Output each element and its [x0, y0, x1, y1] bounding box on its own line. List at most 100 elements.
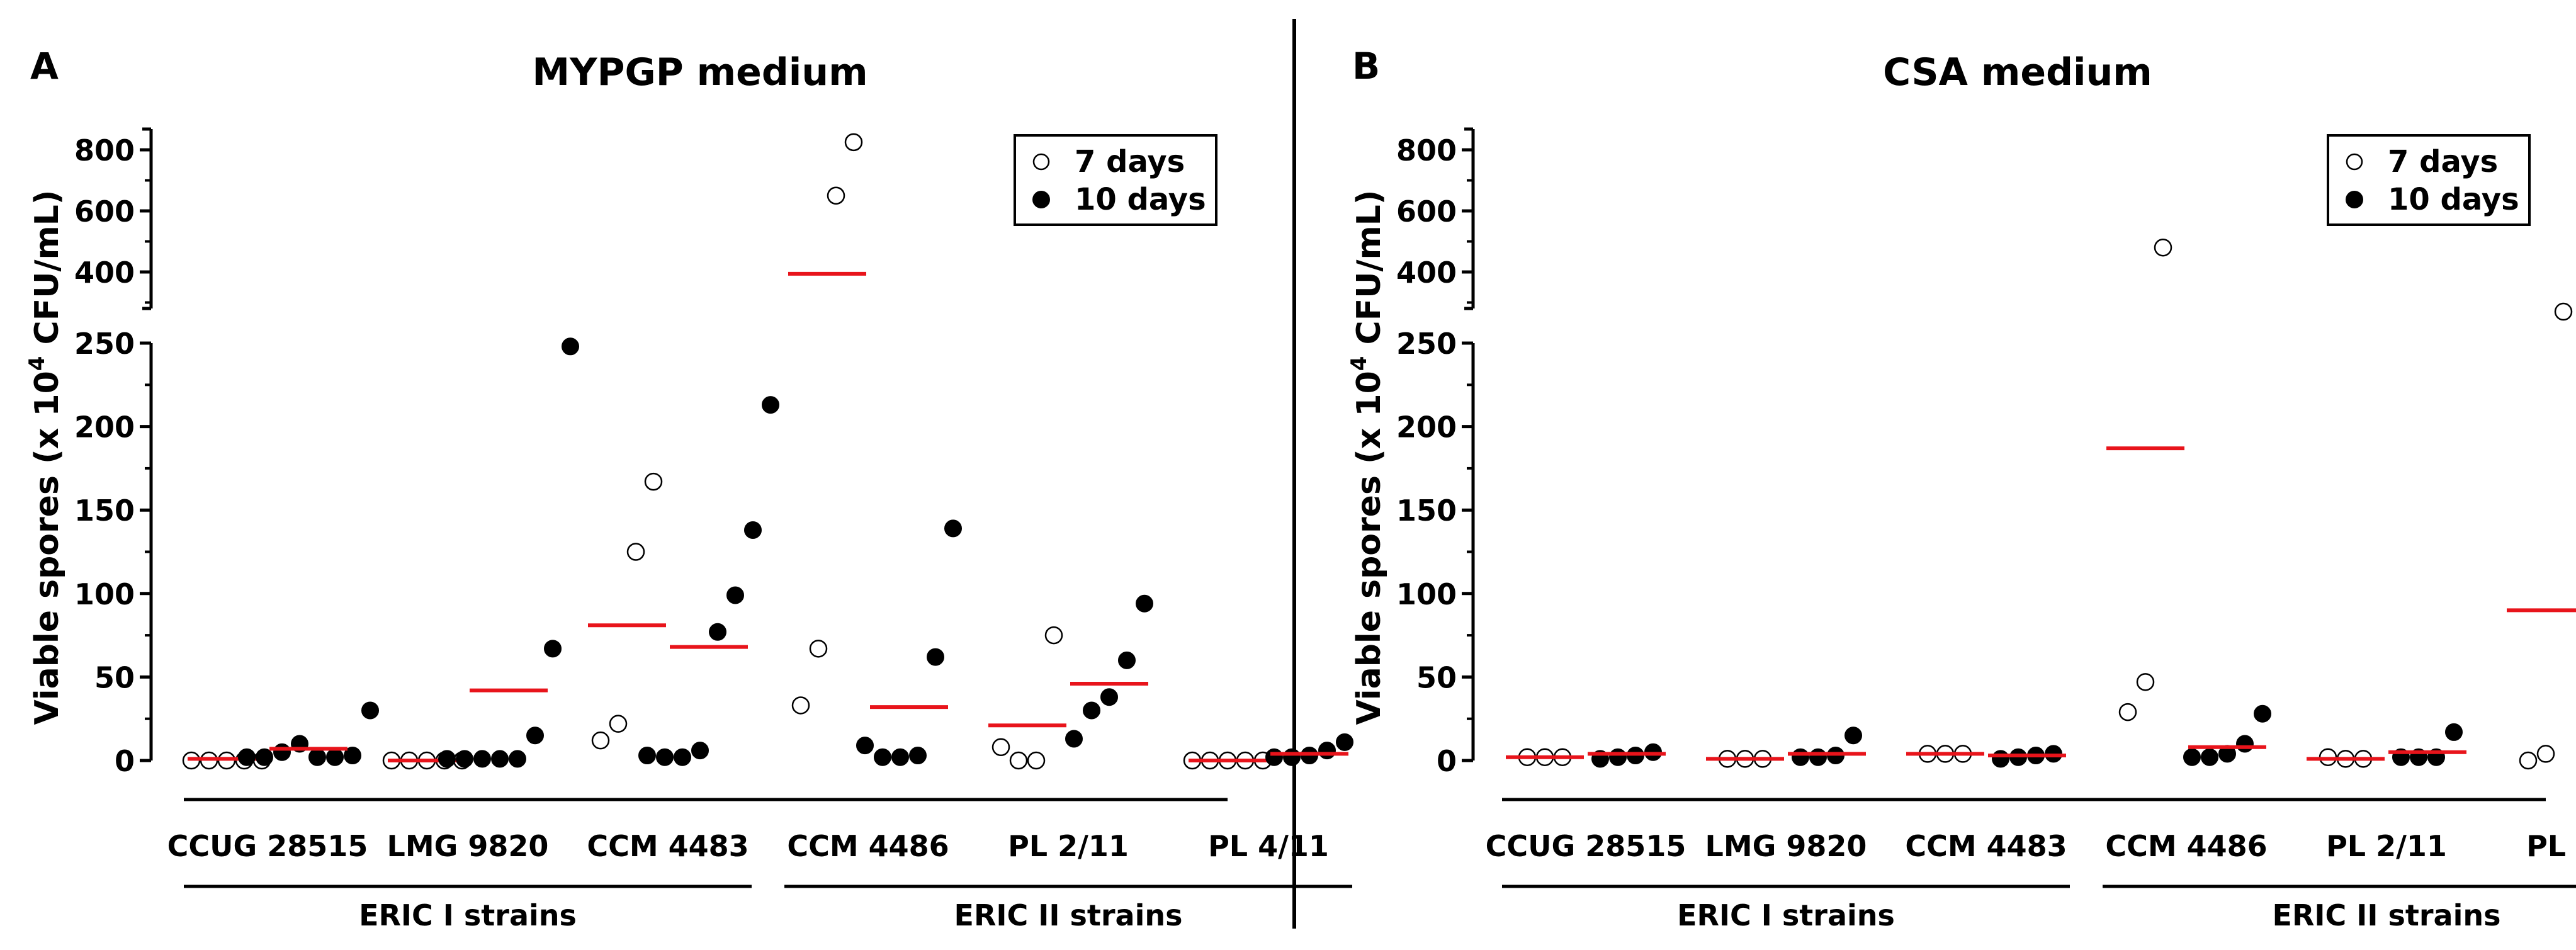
data-point-10-days	[1265, 748, 1283, 766]
data-point-10-days	[674, 748, 691, 766]
y-tick-label: 600	[74, 195, 135, 229]
data-point-7-days	[827, 186, 845, 205]
y-tick-label: 150	[74, 494, 135, 528]
legend-label-10-days: 10 days	[2388, 182, 2519, 217]
y-tick-label: 400	[1396, 256, 1457, 290]
data-point-10-days	[1609, 748, 1627, 766]
data-point-10-days	[856, 737, 874, 755]
data-point-7-days	[1027, 751, 1046, 770]
x-tick-label: PL 4/11	[2526, 829, 2576, 863]
legend-label-10-days: 10 days	[1075, 182, 1206, 217]
data-point-10-days	[638, 747, 656, 765]
data-point-10-days	[526, 727, 544, 745]
panel-letter: B	[1352, 45, 1380, 88]
data-point-10-days	[874, 748, 891, 766]
y-tick-label: 250	[1396, 327, 1457, 361]
data-point-10-days	[927, 648, 944, 666]
legend-box	[1014, 134, 1217, 226]
x-tick-label: CCM 4486	[787, 829, 949, 863]
data-point-10-days	[308, 748, 326, 766]
data-point-10-days	[1844, 727, 1862, 745]
y-tick-label: 800	[74, 133, 135, 167]
data-point-7-days	[991, 738, 1010, 757]
data-point-10-days	[2445, 723, 2463, 741]
data-point-10-days	[1100, 688, 1118, 706]
data-point-10-days	[238, 748, 256, 766]
data-point-10-days	[2201, 748, 2218, 766]
data-point-10-days	[1283, 748, 1301, 766]
data-point-10-days	[1318, 742, 1336, 760]
data-point-10-days	[691, 742, 709, 760]
data-point-10-days	[273, 743, 291, 761]
data-point-10-days	[726, 586, 744, 604]
data-point-10-days	[744, 521, 762, 540]
data-point-10-days	[909, 747, 927, 765]
data-point-10-days	[944, 519, 962, 538]
data-point-7-days	[2554, 302, 2573, 321]
data-point-10-days	[2236, 735, 2254, 753]
x-tick-label: PL 4/11	[1208, 829, 1329, 863]
x-tick-label: CCUG 28515	[1486, 829, 1686, 863]
data-point-10-days	[1992, 750, 2009, 768]
panel-a: A MYPGP medium Viable spores (x 104 CFU/mL…	[25, 45, 1353, 932]
y-tick-label: 100	[74, 577, 135, 611]
group-label: ERIC II strains	[2273, 898, 2501, 932]
data-point-7-days	[2536, 745, 2555, 763]
chart-title: CSA medium	[1883, 50, 2152, 94]
data-point-10-days	[456, 750, 473, 768]
legend-box	[2327, 134, 2531, 226]
data-point-7-days	[2154, 238, 2172, 257]
data-point-7-days	[1044, 626, 1063, 645]
legend-label-7-days: 7 days	[1075, 144, 1185, 179]
data-point-10-days	[1792, 748, 1809, 766]
x-tick-label: CCM 4486	[2105, 829, 2267, 863]
y-tick-label: 200	[74, 410, 135, 444]
data-point-10-days	[544, 640, 562, 658]
group-label: ERIC I strains	[1677, 898, 1895, 932]
panel-letter: A	[30, 45, 59, 88]
y-tick-label: 100	[1396, 577, 1457, 611]
x-tick-label: CCM 4483	[1905, 829, 2067, 863]
data-point-7-days	[626, 543, 645, 561]
data-point-10-days	[2183, 748, 2201, 766]
legend-open-circle-icon	[1032, 153, 1050, 171]
data-point-10-days	[491, 750, 509, 768]
data-point-7-days	[791, 696, 810, 715]
data-point-10-days	[1809, 748, 1827, 766]
data-point-7-days	[844, 133, 863, 152]
y-tick-label: 250	[74, 327, 135, 361]
data-point-7-days	[2118, 703, 2137, 721]
data-point-7-days	[809, 640, 828, 658]
y-tick-label: 150	[1396, 494, 1457, 528]
data-point-10-days	[1118, 651, 1136, 669]
group-label: ERIC I strains	[359, 898, 577, 932]
data-point-10-days	[1336, 733, 1353, 751]
y-tick-label: 50	[1416, 660, 1457, 694]
data-point-10-days	[473, 750, 491, 768]
data-point-7-days	[2136, 673, 2155, 691]
x-tick-label: PL 2/11	[1008, 829, 1129, 863]
y-tick-label: 50	[94, 660, 135, 694]
data-point-10-days	[1083, 701, 1100, 720]
legend-filled-circle-icon	[2346, 191, 2363, 208]
y-tick-label: 0	[1437, 744, 1457, 778]
group-label: ERIC II strains	[954, 898, 1183, 932]
y-tick-label: 600	[1396, 195, 1457, 229]
data-point-7-days	[1009, 751, 1028, 770]
x-tick-label: LMG 9820	[1705, 829, 1867, 863]
panel-b: B CSA medium Viable spores (x 104 CFU/mL) 4…	[1347, 45, 2576, 932]
legend-filled-circle-icon	[1032, 191, 1050, 208]
chart-title: MYPGP medium	[532, 50, 867, 94]
data-point-7-days	[609, 715, 628, 733]
x-tick-label: CCUG 28515	[167, 829, 368, 863]
y-tick-label: 400	[74, 256, 135, 290]
data-point-10-days	[709, 623, 726, 641]
data-point-10-days	[326, 748, 344, 766]
y-tick-label: 200	[1396, 410, 1457, 444]
y-tick-label: 0	[115, 744, 135, 778]
y-axis-label: Viable spores (x 104 CFU/mL)	[1347, 189, 1388, 725]
data-point-10-days	[891, 748, 909, 766]
data-point-10-days	[762, 396, 779, 414]
x-tick-label: CCM 4483	[587, 829, 749, 863]
